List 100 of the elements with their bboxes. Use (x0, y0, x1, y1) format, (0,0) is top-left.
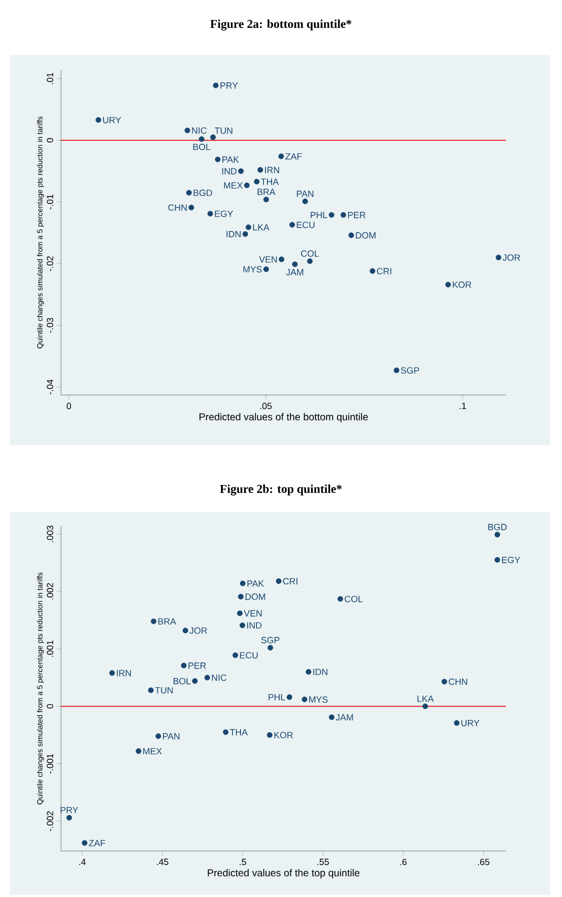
data-label: ECU (296, 222, 314, 228)
point (148, 687, 154, 694)
data-label: KOR (274, 732, 293, 738)
data-label: MYS (309, 696, 328, 703)
y-tick-label: -.002 (46, 811, 54, 831)
point (292, 261, 298, 268)
point (254, 178, 260, 184)
point (422, 703, 428, 710)
x-tick-label: .4 (79, 858, 86, 865)
data-label: VEN (244, 610, 262, 616)
y-tick-label: 0 (46, 138, 54, 142)
data-label: IDN (313, 668, 328, 676)
data-label: TUN (155, 687, 173, 694)
point (237, 610, 243, 616)
point (186, 190, 192, 196)
data-label: PAN (163, 733, 180, 740)
x-axis-title: Predicted values of the bottom quintile (200, 413, 368, 422)
point (240, 622, 246, 628)
point (263, 266, 269, 272)
data-label: JOR (190, 627, 207, 634)
point (370, 268, 376, 274)
data-label: LKA (253, 224, 270, 230)
data-label: BGD (488, 524, 507, 530)
point (192, 678, 198, 684)
point (207, 210, 214, 216)
x-tick-label: .45 (157, 858, 168, 866)
y-tick-label: -.02 (46, 256, 54, 271)
data-label: BGD (194, 190, 212, 196)
data-label: BRA (258, 188, 276, 195)
y-tick-label: -.03 (46, 318, 54, 333)
x-tick-label: .6 (400, 858, 407, 866)
point (212, 82, 219, 88)
data-label: BRA (158, 618, 176, 625)
data-label: EGY (214, 210, 234, 217)
data-label: VEN (259, 256, 277, 263)
data-label: CHN (448, 678, 468, 685)
point (222, 729, 229, 735)
data-label: IRN (265, 166, 280, 174)
point (204, 674, 210, 680)
point (244, 182, 250, 188)
point (238, 594, 244, 600)
data-label: IDN (226, 231, 241, 238)
point (66, 814, 72, 820)
data-label: MEX (224, 182, 243, 189)
point (268, 644, 274, 651)
x-tick-label: .55 (318, 858, 329, 866)
point (307, 258, 313, 264)
data-label: DOM (246, 594, 266, 600)
data-label: MYS (243, 266, 262, 272)
point (238, 168, 244, 174)
data-label: MEX (143, 748, 162, 754)
data-label: EGY (502, 556, 520, 564)
data-label: THA (260, 178, 279, 185)
point (338, 596, 344, 602)
data-label: IND (247, 622, 262, 629)
y-tick-label: -.04 (46, 379, 54, 394)
point (263, 196, 269, 202)
y-tick-label: 0 (46, 704, 54, 708)
data-label: IND (222, 168, 237, 174)
data-label: PER (348, 212, 366, 218)
data-label: DOM (356, 232, 376, 239)
x-axis-title: Predicted values of the top quintile (208, 869, 360, 878)
x-tick-label: .05 (260, 402, 272, 410)
point (82, 840, 88, 846)
point (454, 720, 460, 726)
data-label: CRI (283, 578, 298, 584)
point (328, 714, 334, 720)
y-tick-label: .002 (46, 583, 54, 600)
data-label: COL (301, 250, 319, 257)
point (494, 532, 500, 538)
point (109, 670, 115, 676)
y-tick-label: -.001 (46, 754, 54, 774)
x-tick-label: 0 (66, 402, 72, 410)
point (198, 136, 204, 142)
x-tick-label: .1 (460, 402, 466, 409)
point (328, 212, 334, 218)
point (96, 117, 102, 123)
data-label: LKA (417, 696, 434, 702)
data-label: NIC (192, 127, 207, 134)
data-label: URY (461, 720, 480, 726)
point (445, 282, 451, 288)
data-label: IRN (116, 670, 131, 676)
point (494, 557, 500, 563)
y-tick-label: .01 (46, 72, 54, 84)
data-label: ZAF (88, 840, 106, 846)
point (394, 368, 400, 374)
chart-title: Figure 2b: top quintile* (220, 484, 342, 496)
point (246, 224, 252, 230)
point (348, 232, 354, 238)
data-label: JOR (502, 254, 520, 261)
point (306, 669, 312, 675)
point (257, 167, 264, 173)
data-label: URY (103, 116, 122, 124)
point (276, 578, 282, 584)
data-label: PAK (247, 580, 264, 587)
data-label: TUN (214, 128, 232, 134)
data-label: BOL (193, 144, 210, 150)
point (286, 694, 292, 700)
point (302, 198, 308, 204)
point (340, 212, 346, 218)
